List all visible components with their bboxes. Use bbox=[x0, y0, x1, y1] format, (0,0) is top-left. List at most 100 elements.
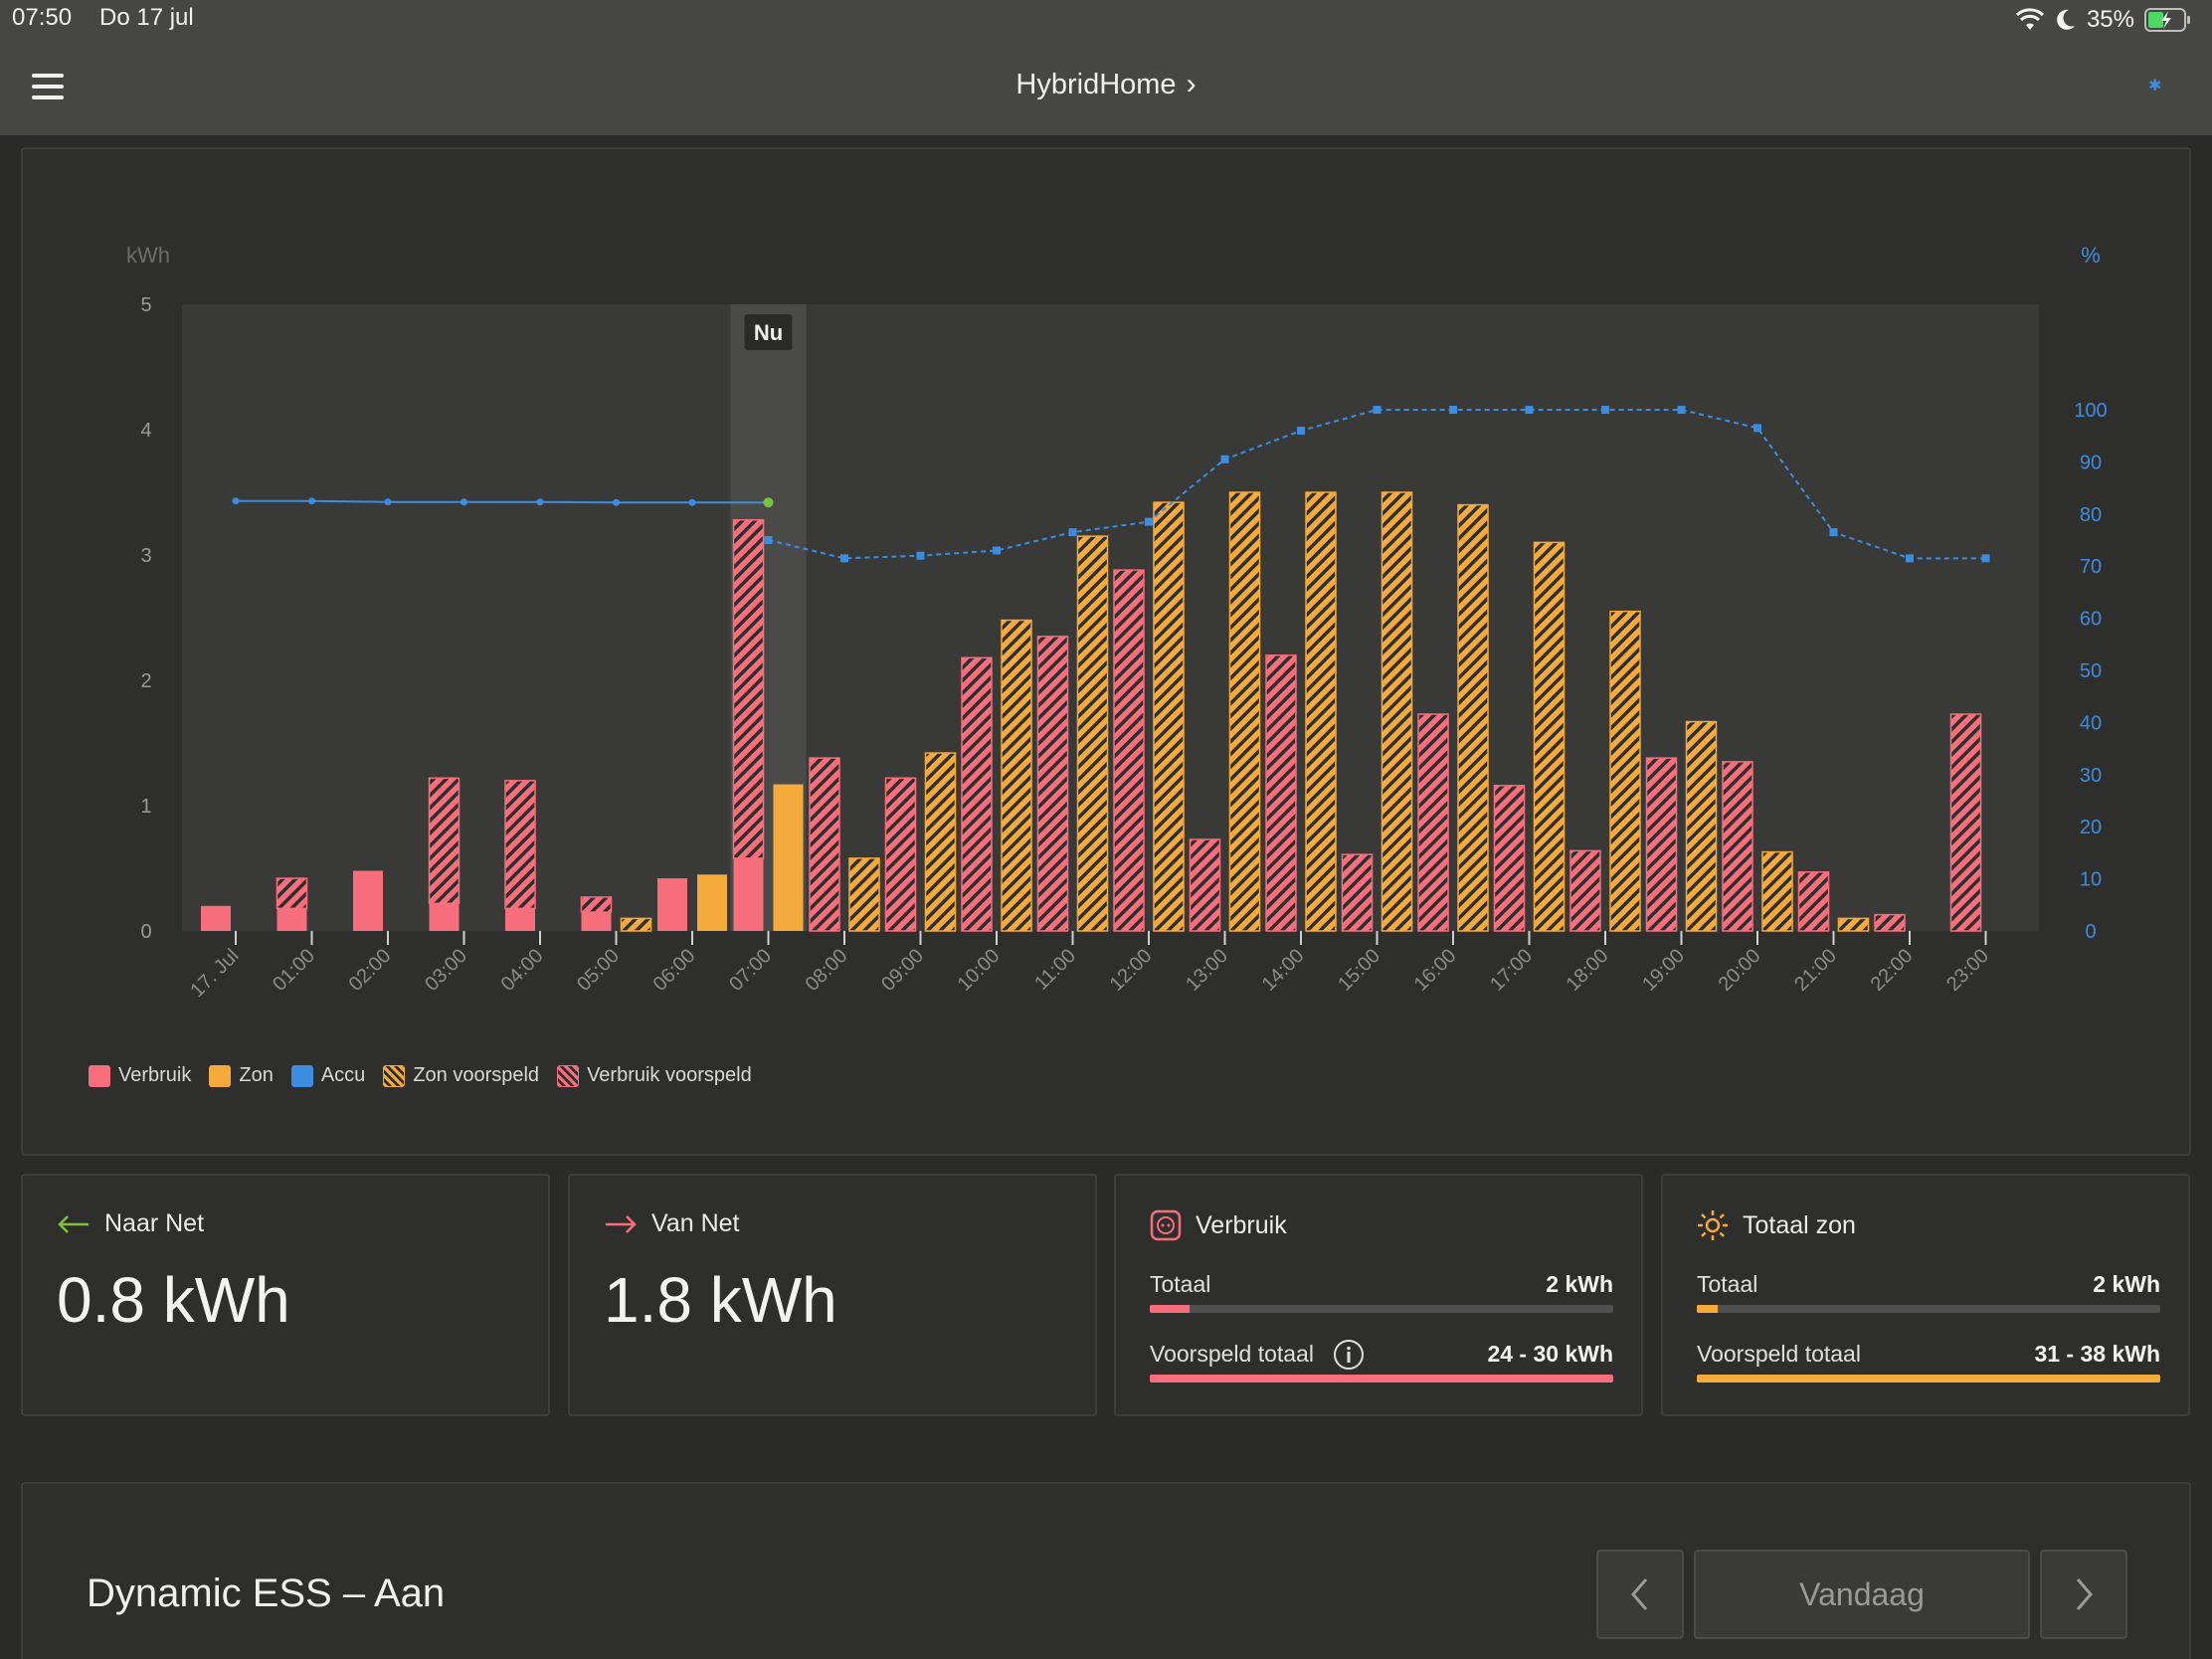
y-right-tick: 70 bbox=[2080, 556, 2102, 578]
socket-icon bbox=[1150, 1209, 1182, 1241]
bar-zon bbox=[697, 874, 727, 931]
bar-verbruik-voorspeld bbox=[1569, 849, 1601, 932]
bar-zon bbox=[773, 784, 804, 931]
legend-verbruik[interactable]: Verbruik bbox=[89, 1064, 191, 1087]
now-label: Nu bbox=[754, 320, 783, 345]
bar-zon-voorspeld bbox=[1837, 917, 1870, 932]
legend-accu[interactable]: Accu bbox=[290, 1064, 366, 1087]
bar-verbruik-voorspeld bbox=[1341, 853, 1374, 932]
point-accu-voorspeld bbox=[1753, 424, 1761, 433]
bar-zon-voorspeld bbox=[1533, 541, 1566, 932]
zon-voorspeld-row: Voorspeld totaal 31 - 38 kWh bbox=[1697, 1341, 2160, 1368]
point-accu-voorspeld bbox=[1297, 426, 1305, 435]
legend-zon[interactable]: Zon bbox=[209, 1064, 274, 1087]
x-tick-label: 16:00 bbox=[1410, 945, 1461, 996]
zon-totaal-row: Totaal 2 kWh bbox=[1697, 1271, 2160, 1298]
bar-zon-voorspeld bbox=[1305, 491, 1337, 932]
menu-icon[interactable] bbox=[32, 74, 64, 101]
chevron-right-icon: › bbox=[1186, 68, 1197, 100]
x-tick-label: 15:00 bbox=[1334, 945, 1384, 996]
x-tick-label: 08:00 bbox=[802, 945, 852, 996]
zon-voorspeld-bar bbox=[1697, 1375, 2160, 1382]
bar-verbruik-voorspeld bbox=[428, 777, 461, 905]
verbruik-totaal-row: Totaal 2 kWh bbox=[1150, 1271, 1613, 1298]
totaal-label: Totaal bbox=[1150, 1271, 1211, 1297]
van-net-card: Van Net 1.8 kWh bbox=[568, 1174, 1097, 1416]
totaal-value: 2 kWh bbox=[1546, 1271, 1613, 1297]
legend-swatch bbox=[89, 1064, 110, 1087]
bar-verbruik-voorspeld bbox=[1949, 713, 1982, 932]
point-accu bbox=[308, 497, 315, 505]
verbruik-card: Verbruik Totaal 2 kWh Voorspeld totaal 24 … bbox=[1114, 1174, 1643, 1416]
bar-verbruik bbox=[505, 908, 535, 931]
battery-charging-icon bbox=[2144, 8, 2190, 32]
van-net-value: 1.8 kWh bbox=[604, 1264, 837, 1336]
bar-verbruik-voorspeld bbox=[1113, 569, 1145, 932]
y-left-tick: 2 bbox=[140, 670, 151, 692]
point-accu bbox=[688, 498, 696, 506]
star-icon[interactable]: ✱ bbox=[2148, 78, 2162, 94]
next-day-button[interactable] bbox=[2040, 1550, 2127, 1639]
info-icon[interactable] bbox=[1333, 1339, 1365, 1371]
bar-verbruik-voorspeld bbox=[961, 656, 993, 932]
x-tick-label: 22:00 bbox=[1867, 945, 1918, 996]
legend-swatch bbox=[557, 1064, 580, 1087]
legend-zon-voorspeld[interactable]: Zon voorspeld bbox=[383, 1064, 539, 1087]
bar-verbruik-voorspeld bbox=[1493, 785, 1526, 932]
legend-swatch bbox=[383, 1064, 406, 1087]
bar-verbruik bbox=[581, 912, 612, 931]
x-tick-label: 13:00 bbox=[1182, 945, 1232, 996]
y-right-tick: 40 bbox=[2080, 712, 2102, 734]
x-tick-label: 20:00 bbox=[1715, 945, 1765, 996]
y-right-tick: 80 bbox=[2080, 504, 2102, 526]
bar-verbruik-voorspeld bbox=[732, 518, 765, 859]
point-accu-voorspeld bbox=[993, 546, 1001, 555]
dynamic-ess-card: Dynamic ESS – Aan Vandaag bbox=[21, 1482, 2191, 1659]
line-accu-voorspeld bbox=[768, 409, 1986, 560]
bar-zon-voorspeld bbox=[1076, 535, 1109, 932]
bar-verbruik-voorspeld bbox=[1797, 871, 1830, 932]
chart-legend: Verbruik Zon Accu Zon voorspeld Verbruik… bbox=[89, 1064, 752, 1087]
battery-percent: 35% bbox=[2086, 6, 2134, 33]
legend-label: Accu bbox=[320, 1064, 366, 1086]
y-right-tick: 100 bbox=[2074, 400, 2107, 422]
voorspeld-label: Voorspeld totaal bbox=[1150, 1341, 1314, 1367]
bar-verbruik-voorspeld bbox=[1645, 757, 1678, 932]
site-title[interactable]: HybridHome › bbox=[0, 68, 2212, 101]
point-accu-voorspeld bbox=[1145, 517, 1153, 526]
zon-totaal-fill bbox=[1697, 1305, 1718, 1313]
point-accu-voorspeld bbox=[1677, 406, 1686, 414]
verbruik-voorspeld-fill bbox=[1150, 1375, 1613, 1382]
moon-icon bbox=[2057, 9, 2075, 30]
bar-verbruik bbox=[429, 903, 460, 931]
bar-zon-voorspeld bbox=[1609, 610, 1641, 932]
sun-icon bbox=[1698, 1210, 1728, 1240]
legend-verbruik-voorspeld[interactable]: Verbruik voorspeld bbox=[557, 1064, 752, 1087]
point-accu bbox=[461, 498, 467, 506]
verbruik-totaal-fill bbox=[1150, 1305, 1190, 1313]
bar-verbruik-voorspeld bbox=[884, 777, 917, 932]
y-left-tick: 1 bbox=[140, 796, 151, 818]
previous-day-button[interactable] bbox=[1596, 1550, 1684, 1639]
y-right-tick: 10 bbox=[2080, 869, 2102, 891]
x-tick-label: 12:00 bbox=[1106, 945, 1157, 996]
bar-zon-voorspeld bbox=[1685, 720, 1718, 932]
point-accu-voorspeld bbox=[1601, 406, 1609, 414]
x-tick-label: 09:00 bbox=[877, 945, 928, 996]
point-accu bbox=[384, 498, 392, 506]
point-accu bbox=[613, 498, 620, 506]
bar-verbruik-voorspeld bbox=[504, 780, 536, 910]
point-accu-voorspeld bbox=[1449, 406, 1457, 414]
totaal-label: Totaal bbox=[1697, 1271, 1758, 1297]
chevron-left-icon bbox=[1631, 1578, 1648, 1610]
voorspeld-value: 31 - 38 kWh bbox=[2034, 1341, 2160, 1367]
arrow-right-icon bbox=[606, 1214, 637, 1233]
totaal-value: 2 kWh bbox=[2093, 1271, 2160, 1297]
today-button[interactable]: Vandaag bbox=[1694, 1550, 2030, 1639]
verbruik-voorspeld-bar bbox=[1150, 1375, 1613, 1382]
van-net-label: Van Net bbox=[651, 1209, 740, 1237]
bar-verbruik-voorspeld bbox=[809, 757, 840, 932]
bar-verbruik bbox=[276, 908, 307, 931]
bar-zon-voorspeld bbox=[848, 857, 880, 932]
point-accu bbox=[536, 498, 544, 506]
